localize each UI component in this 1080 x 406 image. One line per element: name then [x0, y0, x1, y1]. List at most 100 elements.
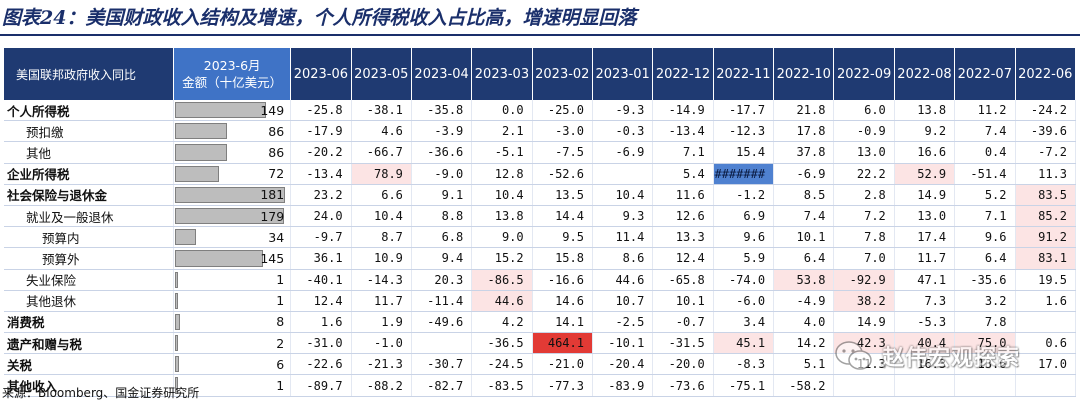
value-cell: 1.6	[1015, 290, 1076, 312]
value-cell: 19.5	[1015, 269, 1076, 291]
amount-value: 8	[276, 314, 285, 330]
header-label: 美国联邦政府收入同比	[4, 48, 175, 100]
row-label: 遗产和赠与税	[4, 332, 175, 355]
value-cell: 6.4	[954, 247, 1016, 270]
amount-cell: 2	[173, 332, 292, 355]
header-month: 2023-01	[592, 48, 654, 100]
header-amount-line2: 金额（十亿美元）	[182, 75, 283, 90]
value-cell: 20.3	[411, 269, 473, 291]
header-month: 2023-05	[351, 48, 412, 100]
watermark: 赵伟宏观探索	[834, 336, 1074, 376]
value-cell: 0.0	[471, 100, 533, 122]
amount-cell: 6	[173, 353, 292, 376]
value-cell: 9.6	[713, 226, 775, 249]
value-cell: -66.7	[351, 141, 412, 164]
amount-bar	[175, 186, 286, 203]
table-row: 预扣缴 86 -17.9 4.6 -3.9 2.1 -3.0 -0.3 -13.4 -12.3 17…	[4, 120, 1076, 143]
amount-bar	[175, 123, 228, 140]
amount-value: 1	[276, 378, 285, 394]
wechat-icon	[834, 339, 874, 373]
value-cell: -21.3	[351, 353, 412, 376]
table-row: 其他 86 -20.2 -66.7 -36.6 -5.1 -7.5 -6.9 7.1 15.4 37…	[4, 141, 1076, 164]
table-row: 消费税 8 1.6 1.9 -49.6 4.2 14.1 -2.5 -0.7 3.4 4.0 14.9…	[4, 311, 1076, 334]
row-label: 预扣缴	[4, 120, 175, 143]
value-cell: -58.2	[773, 374, 835, 397]
table-row: 其他退休 1 12.4 11.7 -11.4 44.6 14.6 10.7 10.1 -6.0 -4…	[4, 290, 1076, 312]
table-row: 预算外 145 36.1 10.9 9.4 15.2 15.8 8.6 12.4 5.9 6.4 7.…	[4, 247, 1076, 270]
value-cell: 10.4	[592, 184, 654, 206]
value-cell: 13.0	[894, 205, 956, 228]
value-cell: 11.7	[351, 290, 412, 312]
row-label: 企业所得税	[4, 163, 175, 185]
value-cell: 53.8	[773, 269, 835, 291]
value-cell: -9.0	[411, 163, 473, 185]
value-cell: -51.4	[954, 163, 1016, 185]
value-cell: 16.6	[894, 141, 956, 164]
value-cell: 9.5	[532, 226, 593, 249]
value-cell: 10.1	[773, 226, 835, 249]
value-cell: 13.8	[894, 100, 956, 122]
value-cell: 15.2	[471, 247, 533, 270]
value-cell: -35.8	[411, 100, 473, 122]
value-cell: -65.8	[652, 269, 714, 291]
amount-value: 86	[268, 144, 285, 160]
value-cell: 6.0	[833, 100, 895, 122]
table-row: 关税 6 -22.6 -21.3 -30.7 -24.5 -21.0 -20.4 -20.0 -8…	[4, 353, 1076, 376]
amount-cell: 1	[173, 290, 292, 312]
value-cell: -0.7	[652, 311, 714, 334]
value-cell	[1015, 311, 1076, 334]
value-cell: 9.0	[471, 226, 533, 249]
value-cell	[1015, 374, 1076, 397]
value-cell: -83.5	[471, 374, 533, 397]
amount-cell: 86	[173, 120, 292, 143]
table-row: 失业保险 1 -40.1 -14.3 20.3 -86.5 -16.6 44.6 -65.8 -7…	[4, 269, 1076, 291]
value-cell: -7.2	[1015, 141, 1076, 164]
amount-value: 34	[268, 229, 285, 245]
value-cell: 7.4	[773, 205, 835, 228]
amount-value: 1	[276, 293, 285, 309]
value-cell: -0.9	[833, 120, 895, 143]
value-cell: 83.1	[1015, 247, 1076, 270]
value-cell: 14.1	[532, 311, 593, 334]
value-cell: 11.7	[894, 247, 956, 270]
revenue-table: 美国联邦政府收入同比 2023-6月 金额（十亿美元） 2023-06 2023…	[4, 48, 1076, 397]
value-cell: 10.7	[592, 290, 654, 312]
value-cell: 11.6	[652, 184, 714, 206]
value-cell: 5.2	[954, 184, 1016, 206]
amount-cell: 8	[173, 311, 292, 334]
value-cell: 13.8	[471, 205, 533, 228]
value-cell: 2.8	[833, 184, 895, 206]
header-month: 2022-08	[894, 48, 956, 100]
watermark-text: 赵伟宏观探索	[882, 346, 1021, 371]
header-month: 2022-06	[1015, 48, 1076, 100]
table-row: 个人所得税 149 -25.8 -38.1 -35.8 0.0 -25.0 -9.3 -14.9…	[4, 100, 1076, 122]
row-label: 个人所得税	[4, 100, 175, 122]
value-cell: -24.2	[1015, 100, 1076, 122]
value-cell	[833, 374, 895, 397]
value-cell: -5.3	[894, 311, 956, 334]
row-label: 其他	[4, 141, 175, 164]
value-cell: 6.8	[411, 226, 473, 249]
value-cell: -77.3	[532, 374, 593, 397]
value-cell: 7.2	[833, 205, 895, 228]
value-cell: 4.6	[351, 120, 412, 143]
value-cell: 47.1	[894, 269, 956, 291]
value-cell: 12.8	[471, 163, 533, 185]
value-cell: -49.6	[411, 311, 473, 334]
value-cell: 75.0	[954, 332, 1016, 355]
value-cell: -36.5	[471, 332, 533, 355]
amount-value: 2	[276, 335, 285, 351]
source-note: 来源：Bloomberg、国金证券研究所	[2, 386, 200, 400]
value-cell: -52.6	[532, 163, 593, 185]
value-cell: #######	[713, 163, 775, 185]
value-cell: -25.0	[532, 100, 593, 122]
amount-bar	[175, 271, 179, 288]
amount-bar	[175, 292, 179, 309]
amount-cell: 179	[173, 205, 292, 228]
value-cell: -5.1	[471, 141, 533, 164]
value-cell	[592, 163, 654, 185]
value-cell: 5.9	[713, 247, 775, 270]
value-cell: -6.9	[592, 141, 654, 164]
value-cell: 9.6	[954, 226, 1016, 249]
amount-value: 181	[260, 187, 285, 203]
